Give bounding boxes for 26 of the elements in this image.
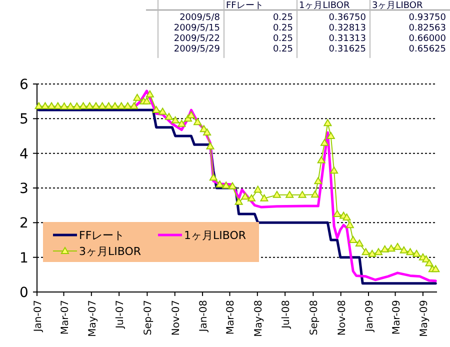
y-tick-label: 2 xyxy=(20,216,28,232)
y-tick-label: 4 xyxy=(20,146,29,162)
legend-label: FFレート xyxy=(79,229,125,242)
x-tick-label: May-08 xyxy=(253,300,264,337)
y-tick-label: 5 xyxy=(20,112,28,128)
y-tick-label: 0 xyxy=(20,285,28,301)
x-tick-label: May-07 xyxy=(87,300,98,337)
legend-label: 1ヶ月LIBOR xyxy=(184,229,246,242)
table: FFレート 1ヶ月LIBOR 3ヶ月LIBOR 2009/5/8 0.25 0.36750 0.93750 2009/5/15 0.25 0.32813 0.82563 2009/5/22 0.25 0.31313 0.66000 2009/5/29 0.25 0.31625 0.65625 xyxy=(146,0,450,58)
y-tick-label: 1 xyxy=(20,250,28,266)
x-tick-label: Nov-07 xyxy=(170,300,182,336)
x-tick-label: Sep-07 xyxy=(143,300,154,336)
x-tick-label: Jan-07 xyxy=(33,300,44,333)
x-tick-label: Mar-07 xyxy=(60,300,71,335)
x-tick-label: Jan-09 xyxy=(364,300,376,333)
x-tick-label: Jan-08 xyxy=(198,300,210,333)
x-tick-label: Nov-08 xyxy=(336,300,348,336)
x-tick-label: Jul-07 xyxy=(115,300,126,330)
x-tick-label: Mar-08 xyxy=(226,300,237,335)
legend-label: 3ヶ月LIBOR xyxy=(79,245,142,258)
x-tick-label: May-09 xyxy=(418,300,430,337)
x-tick-label: Mar-09 xyxy=(391,300,402,335)
x-tick-label: Jul-08 xyxy=(281,300,292,330)
y-tick-label: 6 xyxy=(20,77,29,93)
y-tick-label: 3 xyxy=(20,181,28,197)
x-tick-label: Sep-08 xyxy=(309,300,320,336)
